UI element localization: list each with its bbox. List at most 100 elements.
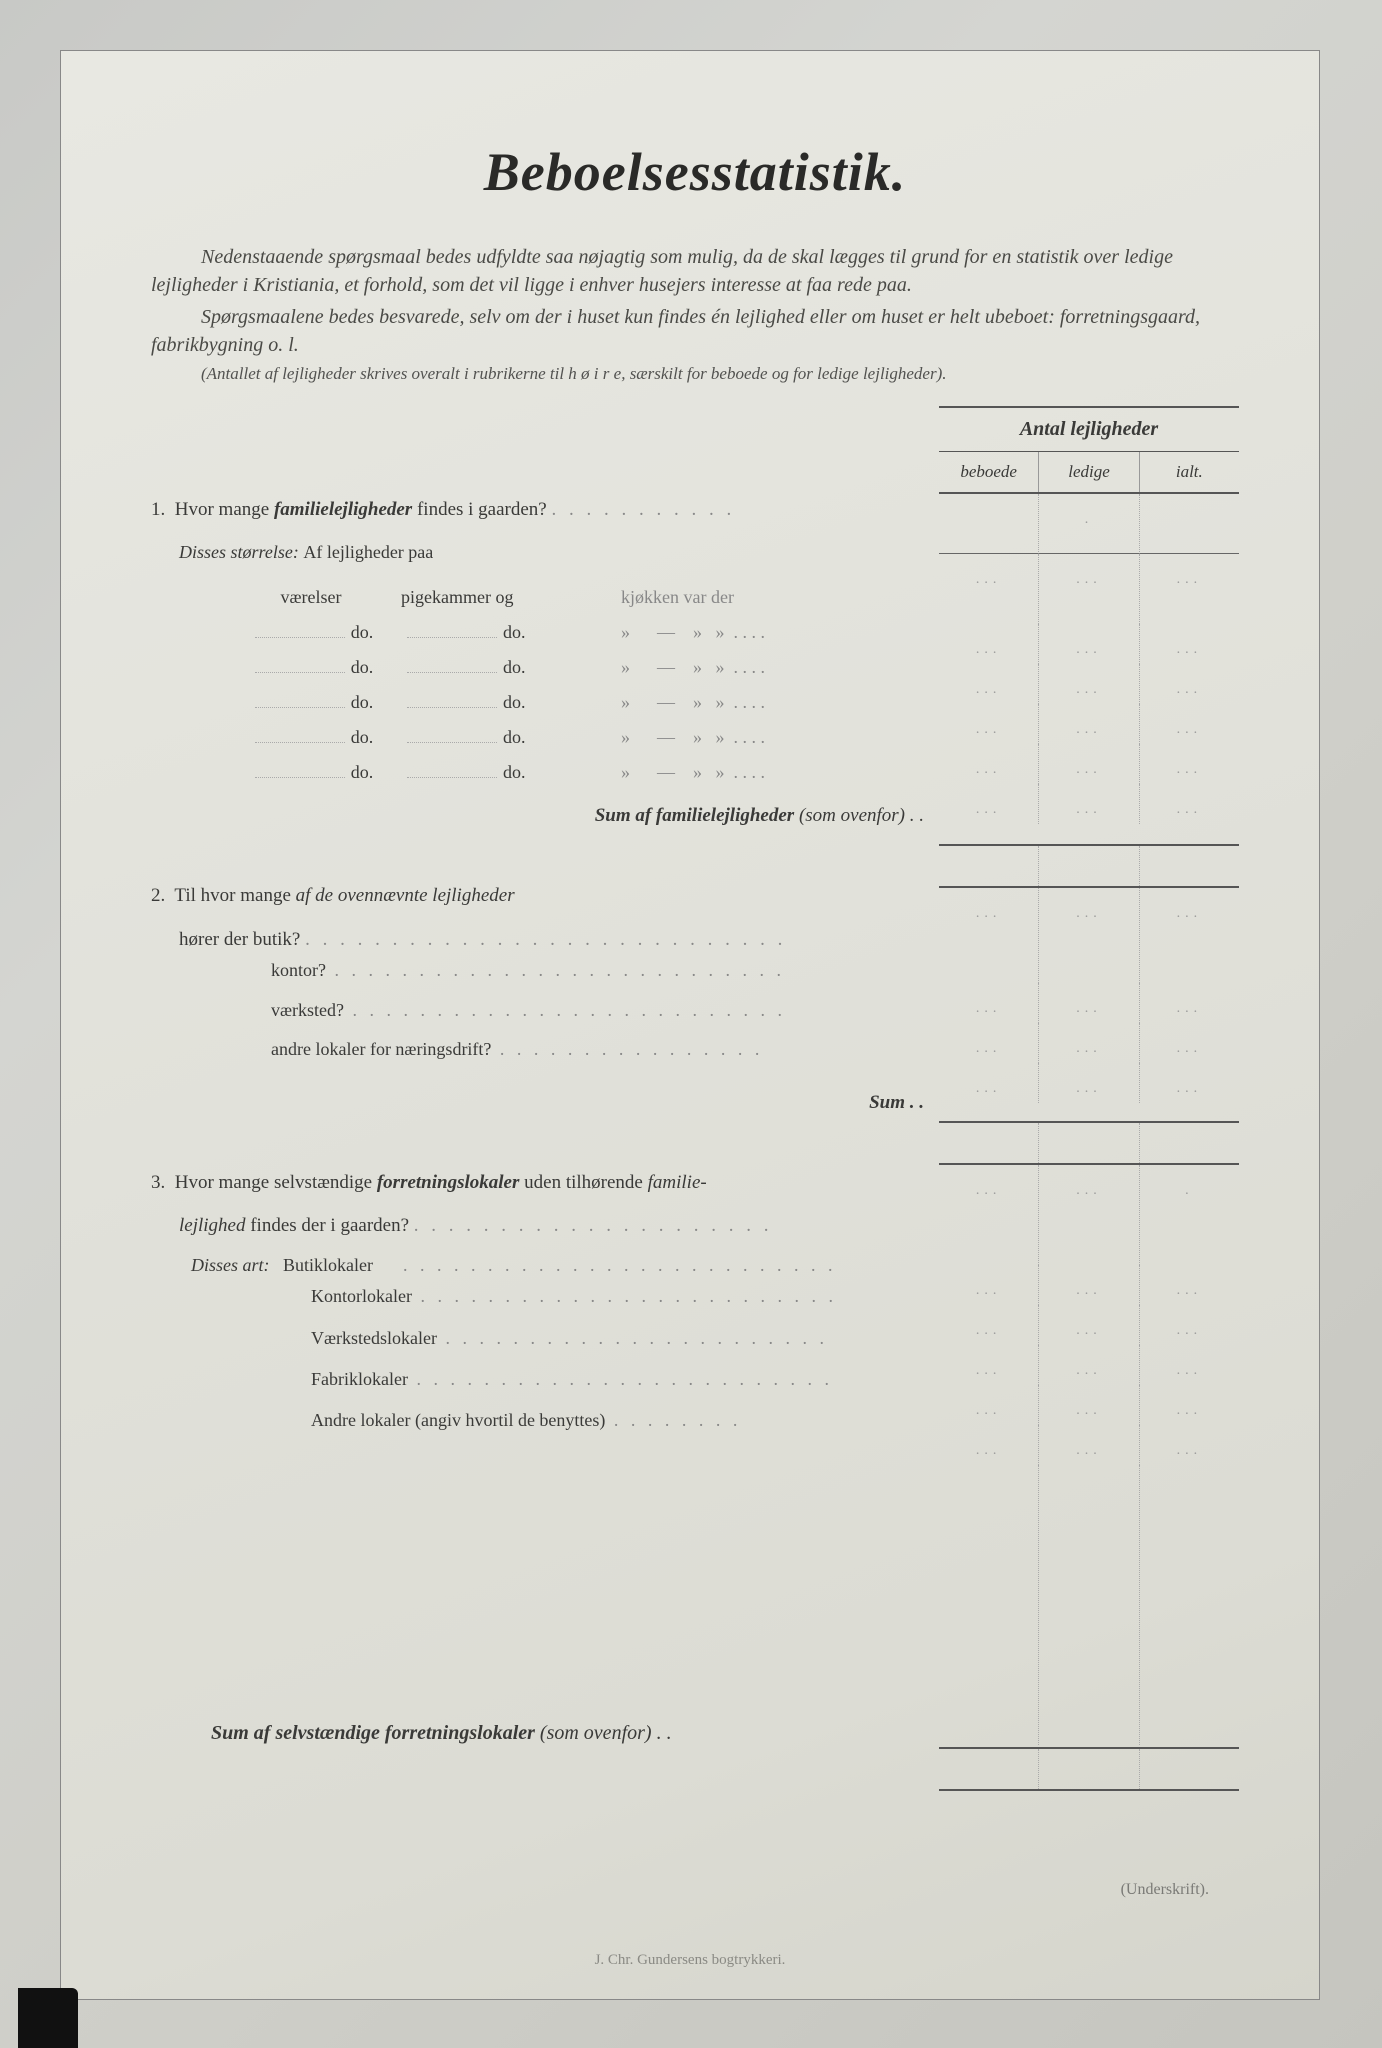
subcol-ledige: ledige	[1039, 452, 1139, 492]
dot-leader: . . . . . . . . . . . . . . . . . . . . …	[344, 1000, 786, 1020]
type-butik: Butiklokaler	[283, 1255, 373, 1275]
answer-cells: .........	[939, 664, 1239, 704]
dot-leader: . . . . . . . . . . . . . . . . . . . . …	[408, 1369, 833, 1389]
art-label-text: Disses art:	[191, 1255, 270, 1275]
do-text: do.	[351, 622, 374, 642]
room-header-row: værelser pigekammer og kjøkken var der	[221, 587, 924, 608]
answer-cells: .........	[939, 1265, 1239, 1305]
answer-cells: .	[939, 494, 1239, 554]
room-row: do. do. » — » » . . . .	[221, 727, 924, 748]
question-3: 3. Hvor mange selvstændige forretningslo…	[151, 1169, 924, 1198]
q3-art-label: Disses art: Butiklokaler . . . . . . . .…	[191, 1255, 924, 1276]
q3-number: 3.	[151, 1172, 165, 1193]
signature-label: (Underskrift).	[939, 1881, 1209, 1899]
answer-cells: .........	[939, 744, 1239, 784]
intro-paragraph-3: (Antallet af lejligheder skrives overalt…	[151, 363, 1239, 386]
answer-sum-cells	[939, 1121, 1239, 1165]
scan-corner-artifact	[18, 1988, 78, 2048]
do-text: do.	[503, 727, 526, 747]
room-row: do. do. » — » » . . . .	[221, 762, 924, 783]
do-text: do.	[351, 762, 374, 782]
q3-text-b: uden tilhørende	[519, 1172, 647, 1193]
answer-cells: .........	[939, 554, 1239, 624]
final-sum: Sum af selvstændige forretningslokaler (…	[211, 1722, 924, 1745]
dot-leader: . . . . . . . . . . . . . . . . . . . . …	[326, 960, 785, 980]
type-andre: Andre lokaler (angiv hvortil de benyttes…	[311, 1410, 605, 1430]
answer-cells: .........	[939, 1425, 1239, 1465]
answer-cells-tall	[939, 1465, 1239, 1745]
answer-cells: .........	[939, 1305, 1239, 1345]
q3-line2: lejlighed findes der i gaarden? . . . . …	[179, 1215, 924, 1237]
final-sum-text: Sum af selvstændige forretningslokaler	[211, 1722, 535, 1744]
dot-leader: . . . . . . . . . . . . . . . . . . . . …	[412, 1286, 837, 1306]
final-sum-paren: (som ovenfor) . .	[540, 1722, 672, 1744]
printer-credit: J. Chr. Gundersens bogtrykkeri.	[61, 1952, 1319, 1969]
q1-number: 1.	[151, 499, 165, 520]
answer-cells: .......	[939, 1165, 1239, 1265]
q2-sum-text: Sum . .	[869, 1092, 924, 1113]
hdr-vaerelser: værelser	[221, 587, 401, 608]
do-text: do.	[351, 692, 374, 712]
dot-leader: . . . . . . . . . . . . . . . . . . . . …	[437, 1328, 828, 1348]
answer-cells: .........	[939, 1385, 1239, 1425]
q3-typelist: Kontorlokaler . . . . . . . . . . . . . …	[311, 1276, 924, 1442]
answer-cells: .........	[939, 983, 1239, 1023]
answer-final-cells	[939, 1747, 1239, 1791]
answer-cells: .........	[939, 1023, 1239, 1063]
do-text: do.	[351, 657, 374, 677]
dot-leader: . . . . . . . . . . . . . . . . . . . . …	[305, 929, 786, 950]
q3-em2: familie-	[648, 1172, 707, 1193]
hdr-kjoekken: kjøkken var der	[621, 587, 924, 608]
answer-cells: .........	[939, 624, 1239, 664]
hdr-pigekammer: pigekammer og	[401, 587, 621, 608]
answer-cells: .........	[939, 704, 1239, 744]
type-vaerksted: Værkstedslokaler	[311, 1328, 437, 1348]
col-subheaders: beboede ledige ialt.	[939, 452, 1239, 494]
document-page: Beboelsesstatistik. Nedenstaaende spørgs…	[60, 50, 1320, 2000]
q3-lejlighed: lejlighed	[179, 1215, 245, 1236]
q2-kontor: kontor?	[271, 960, 326, 980]
do-text: do.	[351, 727, 374, 747]
type-kontor: Kontorlokaler	[311, 1286, 412, 1306]
do-text: do.	[503, 622, 526, 642]
col-header: Antal lejligheder	[939, 406, 1239, 452]
do-text: do.	[503, 692, 526, 712]
dot-leader: . . . . . . . . . . . . . . . .	[491, 1039, 763, 1059]
questions-column: 1. Hvor mange familielejligheder findes …	[151, 406, 939, 1899]
q2-text-a: Til hvor mange	[174, 885, 295, 906]
q1-text-b: findes i gaarden?	[412, 499, 547, 520]
dot-leader: . . . . . . . .	[605, 1410, 741, 1430]
q3-emphasis: forretningslokaler	[377, 1172, 520, 1193]
do-text: do.	[503, 657, 526, 677]
answer-column: Antal lejligheder beboede ledige ialt. .…	[939, 406, 1239, 1899]
dot-leader: . . . . . . . . . . . . . . . . . . . . …	[414, 1215, 773, 1236]
q2-emphasis: af de ovennævnte lejligheder	[296, 885, 515, 906]
q1-sum: Sum af familielejligheder (som ovenfor) …	[151, 805, 924, 827]
q2-butik: hører der butik?	[179, 929, 300, 950]
intro-paragraph-2: Spørgsmaalene bedes besvarede, selv om d…	[151, 303, 1239, 359]
subcol-ialt: ialt.	[1140, 452, 1239, 492]
q2-sum: Sum . .	[151, 1092, 924, 1114]
answer-cells: .........	[939, 784, 1239, 824]
subcol-beboede: beboede	[939, 452, 1039, 492]
answer-cells: .........	[939, 888, 1239, 983]
dot-leader: . . . . . . . . . . .	[552, 499, 736, 520]
room-row: do. do. » — » » . . . .	[221, 622, 924, 643]
form-content: 1. Hvor mange familielejligheder findes …	[151, 406, 1239, 1899]
sum-paren: (som ovenfor) . .	[799, 805, 924, 826]
answer-sum-cells	[939, 844, 1239, 888]
question-2: 2. Til hvor mange af de ovennævnte lejli…	[151, 882, 924, 911]
q1-text-a: Hvor mange	[175, 499, 274, 520]
size-text: Af lejligheder paa	[303, 542, 433, 562]
q2-andre: andre lokaler for næringsdrift?	[271, 1039, 491, 1059]
sum-text: Sum af familielejligheder	[595, 805, 795, 826]
answer-cells: .........	[939, 1063, 1239, 1103]
type-fabrik: Fabriklokaler	[311, 1369, 408, 1389]
q1-emphasis: familielejligheder	[274, 499, 412, 520]
room-row: do. do. » — » » . . . .	[221, 657, 924, 678]
page-title: Beboelsesstatistik.	[151, 141, 1239, 203]
q2-number: 2.	[151, 885, 165, 906]
q3-text-a: Hvor mange selvstændige	[175, 1172, 377, 1193]
size-label-text: Disses størrelse:	[179, 542, 299, 562]
q3-line2-text: findes der i gaarden?	[245, 1215, 409, 1236]
